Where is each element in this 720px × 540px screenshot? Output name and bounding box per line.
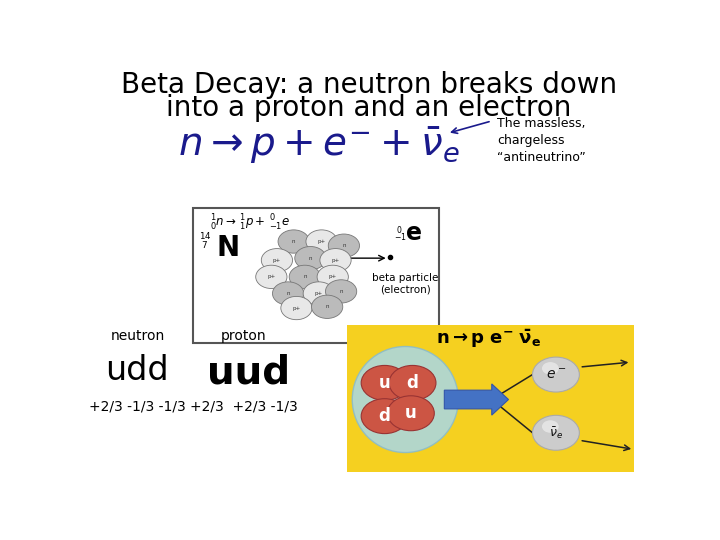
- Circle shape: [320, 248, 351, 272]
- Circle shape: [533, 357, 580, 392]
- Text: neutron: neutron: [110, 329, 165, 343]
- Circle shape: [278, 230, 310, 253]
- Circle shape: [361, 366, 408, 400]
- Circle shape: [542, 362, 559, 375]
- Circle shape: [289, 265, 320, 288]
- Text: The massless,
chargeless
“antineutrino”: The massless, chargeless “antineutrino”: [498, 117, 586, 164]
- Circle shape: [256, 265, 287, 288]
- Text: $^{1}_{0}n \rightarrow \,^{1}_{1}p +\, ^{0}_{-1}e$: $^{1}_{0}n \rightarrow \,^{1}_{1}p +\, ^…: [210, 212, 290, 233]
- Text: n: n: [309, 255, 312, 261]
- Text: p+: p+: [315, 291, 323, 296]
- Circle shape: [361, 399, 408, 434]
- Text: udd: udd: [106, 354, 169, 387]
- Text: $n \rightarrow p + e^{-} + \bar{\nu}_e$: $n \rightarrow p + e^{-} + \bar{\nu}_e$: [178, 125, 459, 166]
- Text: +2/3 -1/3 -1/3: +2/3 -1/3 -1/3: [89, 400, 186, 414]
- Circle shape: [303, 282, 334, 305]
- Text: d: d: [379, 407, 390, 425]
- Text: d: d: [407, 374, 418, 392]
- Text: into a proton and an electron: into a proton and an electron: [166, 94, 572, 122]
- Text: p+: p+: [328, 274, 337, 279]
- Text: $\mathbf{e}$: $\mathbf{e}$: [405, 221, 422, 245]
- Text: p+: p+: [292, 306, 300, 310]
- Circle shape: [272, 282, 304, 305]
- Circle shape: [533, 415, 580, 450]
- Bar: [193, 208, 438, 343]
- Circle shape: [328, 234, 359, 258]
- Text: uud: uud: [207, 354, 291, 392]
- Text: proton: proton: [220, 329, 266, 343]
- Text: n: n: [292, 239, 295, 244]
- Text: u: u: [405, 404, 417, 422]
- Circle shape: [281, 296, 312, 320]
- Ellipse shape: [352, 347, 458, 453]
- Text: $^{\ 0}_{-1}$: $^{\ 0}_{-1}$: [394, 225, 407, 245]
- Circle shape: [261, 248, 292, 272]
- Text: p+: p+: [267, 274, 276, 279]
- Text: +2/3  +2/3 -1/3: +2/3 +2/3 -1/3: [189, 400, 297, 414]
- Circle shape: [387, 396, 434, 431]
- Circle shape: [294, 246, 326, 270]
- Circle shape: [325, 280, 356, 303]
- Text: u: u: [379, 374, 390, 392]
- Text: p+: p+: [318, 239, 325, 244]
- Text: n: n: [287, 291, 290, 296]
- Text: $e^-$: $e^-$: [546, 368, 566, 382]
- Text: $\mathbf{N}$: $\mathbf{N}$: [215, 234, 238, 262]
- Text: $^{14}_{\ 7}$: $^{14}_{\ 7}$: [199, 232, 212, 252]
- Text: $\bar{\nu}_e$: $\bar{\nu}_e$: [549, 425, 563, 441]
- Text: beta particle
(electron): beta particle (electron): [372, 273, 438, 294]
- Text: Beta Decay: a neutron breaks down: Beta Decay: a neutron breaks down: [121, 71, 617, 99]
- Text: n: n: [325, 305, 329, 309]
- Circle shape: [317, 265, 348, 288]
- Circle shape: [542, 420, 559, 433]
- Circle shape: [312, 295, 343, 319]
- Circle shape: [306, 230, 337, 253]
- Circle shape: [389, 366, 436, 400]
- Text: n: n: [342, 243, 346, 248]
- Text: $\mathbf{n \rightarrow p\ e^{-}\ \bar{\nu}_e}$: $\mathbf{n \rightarrow p\ e^{-}\ \bar{\n…: [436, 328, 541, 350]
- FancyArrow shape: [444, 384, 508, 415]
- Text: n: n: [339, 289, 343, 294]
- Bar: [347, 325, 634, 472]
- Text: n: n: [303, 274, 307, 279]
- Text: p+: p+: [273, 258, 281, 263]
- Text: p+: p+: [331, 258, 340, 263]
